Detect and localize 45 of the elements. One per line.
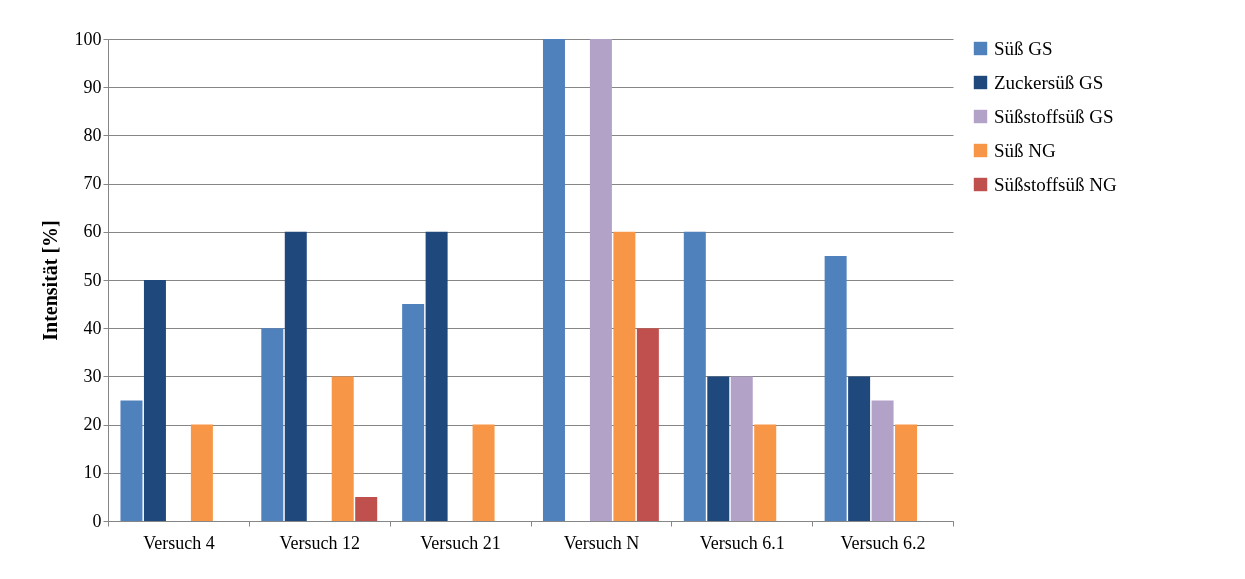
bar [355, 496, 378, 521]
bar [425, 231, 448, 521]
legend-label: Süß NG [994, 139, 1057, 161]
bar [871, 400, 894, 521]
bar [730, 376, 753, 521]
bar [472, 424, 495, 521]
bar [261, 328, 284, 521]
x-tick-label: Versuch 4 [143, 532, 215, 553]
bar [895, 424, 918, 521]
x-tick-label: Versuch 6.1 [699, 532, 785, 553]
bar [120, 400, 143, 521]
bar [824, 255, 847, 521]
y-tick-label: 20 [83, 414, 102, 435]
bar [848, 376, 871, 521]
bar [589, 39, 612, 521]
bar [143, 280, 166, 521]
y-tick-label: 80 [83, 124, 102, 145]
legend-label: Süßstoffsüß NG [994, 173, 1117, 195]
x-tick-label: Versuch N [563, 532, 640, 553]
bar [636, 328, 659, 521]
y-tick-label: 70 [83, 173, 102, 194]
bar [707, 376, 730, 521]
legend-label: Süß GS [994, 37, 1053, 59]
bar [190, 424, 213, 521]
bar [331, 376, 354, 521]
y-tick-label: 90 [83, 76, 102, 97]
y-tick-label: 50 [83, 269, 102, 290]
x-tick-label: Versuch 21 [420, 532, 501, 553]
y-axis-title: Intensität [%] [38, 220, 61, 341]
bar [402, 304, 425, 521]
x-tick-label: Versuch 6.2 [840, 532, 926, 553]
bar [683, 231, 706, 521]
y-tick-label: 100 [74, 28, 102, 49]
y-tick-label: 40 [83, 317, 102, 338]
y-tick-label: 30 [83, 365, 102, 386]
y-tick-label: 60 [83, 221, 102, 242]
y-tick-label: 0 [92, 510, 102, 531]
bar [542, 39, 565, 521]
y-tick-label: 10 [83, 462, 102, 483]
bar [754, 424, 777, 521]
legend-label: Zuckersüß GS [994, 71, 1104, 93]
x-tick-label: Versuch 12 [279, 532, 360, 553]
bar [613, 231, 636, 521]
bar [284, 231, 307, 521]
legend-label: Süßstoffsüß GS [994, 105, 1114, 127]
